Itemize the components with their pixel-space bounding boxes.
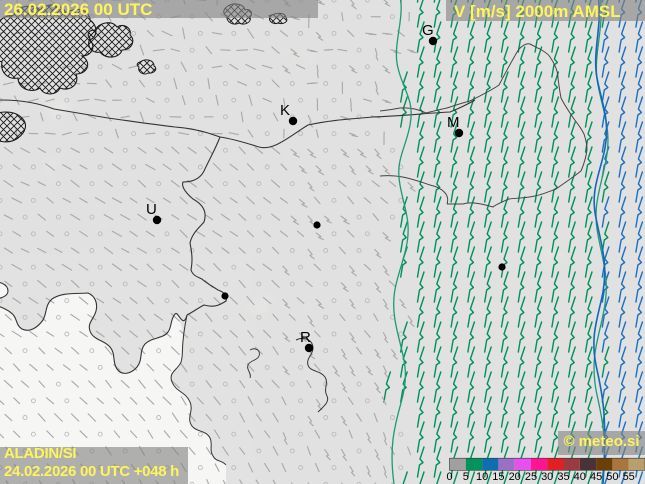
svg-text:30: 30 xyxy=(541,471,553,483)
svg-text:10: 10 xyxy=(476,471,488,483)
svg-text:5: 5 xyxy=(463,471,469,483)
svg-text:0: 0 xyxy=(446,471,452,483)
svg-text:55: 55 xyxy=(623,471,635,483)
svg-text:45: 45 xyxy=(590,471,602,483)
svg-text:40: 40 xyxy=(574,471,586,483)
svg-text:50: 50 xyxy=(606,471,618,483)
svg-text:25: 25 xyxy=(525,471,537,483)
svg-text:20: 20 xyxy=(509,471,521,483)
svg-text:15: 15 xyxy=(492,471,504,483)
svg-text:35: 35 xyxy=(557,471,569,483)
